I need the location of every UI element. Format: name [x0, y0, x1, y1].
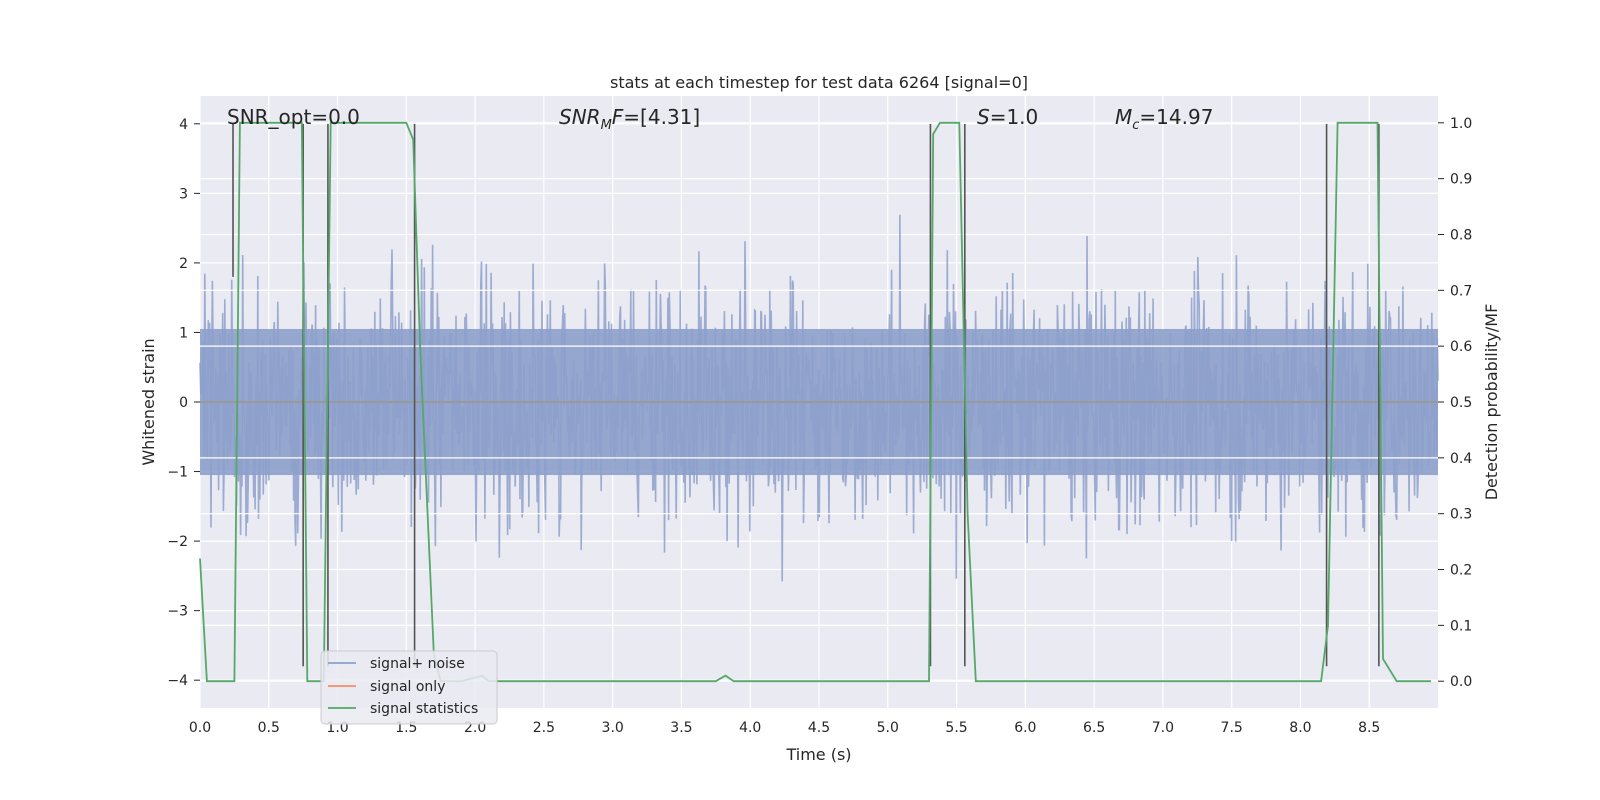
x-tick-label: 7.5 [1221, 720, 1243, 736]
y2-tick-label: 0.5 [1450, 395, 1472, 411]
x-tick-label: 0.0 [189, 720, 211, 736]
y-tick-label: −1 [167, 465, 188, 481]
y2-tick-label: 0.1 [1450, 618, 1472, 634]
x-tick-label: 3.0 [602, 720, 624, 736]
y-tick-label: 3 [179, 186, 188, 202]
y2-tick-label: 0.3 [1450, 507, 1472, 523]
x-tick-label: 4.0 [739, 720, 761, 736]
snr-mf-base: SNR [559, 105, 601, 129]
y2-tick-label: 0.6 [1450, 339, 1472, 355]
y-tick-label: 0 [179, 395, 188, 411]
y2-tick-label: 0.7 [1450, 283, 1472, 299]
x-tick-label: 7.0 [1152, 720, 1174, 736]
s-variable: S [977, 105, 990, 129]
y-axis-ticks: −4 −3 −2 −1 0 1 2 3 4 [167, 117, 200, 689]
snr-mf-value: =[4.31] [623, 105, 700, 129]
y2-axis-ticks: 0.0 0.1 0.2 0.3 0.4 0.5 0.6 0.7 0.8 0.9 1.0 [1438, 116, 1472, 690]
snr-mf-tail: F [612, 105, 624, 129]
y2-tick-label: 0.4 [1450, 451, 1472, 467]
x-tick-label: 8.0 [1289, 720, 1311, 736]
y2-tick-label: 0.8 [1450, 227, 1472, 243]
y-tick-label: 4 [179, 117, 188, 133]
snr-opt-annotation: SNR_opt=0.0 [227, 105, 360, 129]
x-tick-label: 6.5 [1083, 720, 1105, 736]
x-tick-label: 8.5 [1358, 720, 1380, 736]
legend-label-noise: signal+ noise [370, 656, 465, 672]
x-tick-label: 4.5 [808, 720, 830, 736]
legend: signal+ noise signal only signal statist… [320, 650, 498, 725]
x-axis-ticks: 0.0 0.5 1.0 1.5 2.0 2.5 3.0 3.5 4.0 4.5 5.0 5.5 6.0 6… [189, 720, 1380, 736]
mc-value: =14.97 [1139, 105, 1213, 129]
y-axis-label: Whitened strain [139, 338, 158, 465]
snr-mf-sub: M [601, 118, 612, 133]
legend-box [320, 650, 498, 725]
x-tick-label: 6.0 [1014, 720, 1036, 736]
legend-label-signal: signal only [370, 679, 445, 695]
signal-statistics-series [199, 121, 1432, 683]
x-tick-label: 5.5 [945, 720, 967, 736]
y2-axis-label: Detection probability/MF [1482, 304, 1501, 501]
mc-base: M [1115, 105, 1132, 129]
mc-annotation: Mc=14.97 [1115, 105, 1213, 133]
x-tick-label: 5.0 [877, 720, 899, 736]
s-value: =1.0 [990, 105, 1039, 129]
y-tick-label: −3 [167, 604, 188, 620]
snr-mf-annotation: SNRMF=[4.31] [559, 105, 700, 133]
chart-title: stats at each timestep for test data 626… [610, 73, 1028, 92]
s-annotation: S=1.0 [977, 105, 1038, 129]
y-tick-label: −2 [167, 534, 188, 550]
x-tick-label: 3.5 [670, 720, 692, 736]
y2-tick-label: 1.0 [1450, 116, 1472, 132]
y-tick-label: −4 [167, 673, 188, 689]
x-tick-label: 2.5 [533, 720, 555, 736]
y2-tick-label: 0.9 [1450, 172, 1472, 188]
x-tick-label: 0.5 [258, 720, 280, 736]
mc-sub: c [1132, 118, 1139, 133]
y2-tick-label: 0.2 [1450, 563, 1472, 579]
signal-statistics-line [199, 121, 1432, 683]
y2-tick-label: 0.0 [1450, 674, 1472, 690]
y-tick-label: 2 [179, 256, 188, 272]
y-tick-label: 1 [179, 325, 188, 341]
x-axis-label: Time (s) [785, 745, 851, 764]
legend-label-stats: signal statistics [370, 701, 478, 717]
